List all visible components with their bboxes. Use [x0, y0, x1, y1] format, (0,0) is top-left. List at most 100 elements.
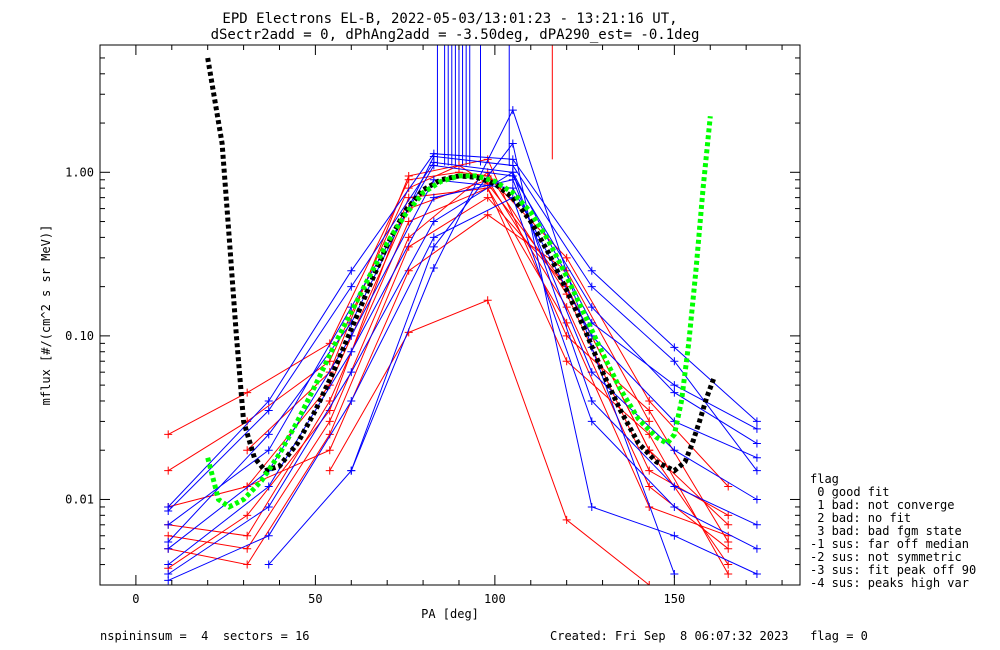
data-point-marker: [164, 466, 173, 475]
data-point-marker: [243, 511, 252, 520]
data-point-marker: [264, 502, 273, 511]
data-point-marker: [645, 406, 654, 415]
legend-entry: 2 bad: no fit: [810, 511, 911, 525]
series-line: [168, 196, 729, 566]
data-point-marker: [347, 368, 356, 377]
data-point-marker: [429, 263, 438, 272]
series-line: [167, 179, 758, 565]
data-point-marker: [347, 282, 356, 291]
data-point-marker: [325, 446, 334, 455]
x-tick-label: 0: [132, 592, 139, 606]
legend-entry: -4 sus: peaks high var: [810, 576, 969, 590]
data-point-marker: [347, 396, 356, 405]
y-tick-label: 0.10: [65, 329, 94, 343]
flag-legend: flag 0 good fit 1 bad: not converge 2 ba…: [810, 472, 976, 590]
legend-entry: 3 bad: bad fgm state: [810, 524, 962, 538]
chart-subtitle: dSectr2add = 0, dPhAng2add = -3.50deg, d…: [211, 27, 700, 43]
data-point-marker: [670, 446, 679, 455]
y-axis-label: mflux [#/(cm^2 s sr MeV)]: [39, 225, 53, 406]
x-axis-label: PA [deg]: [421, 607, 479, 621]
data-point-marker: [325, 339, 334, 348]
series-line: [167, 187, 729, 575]
data-point-marker: [243, 560, 252, 569]
data-point-marker: [752, 495, 761, 504]
plot-frame: [99, 44, 801, 586]
data-point-marker: [752, 417, 761, 426]
data-point-marker: [587, 417, 596, 426]
data-point-marker: [404, 184, 413, 193]
data-series-layer: [164, 45, 761, 585]
data-point-marker: [243, 388, 252, 397]
data-point-marker: [670, 531, 679, 540]
data-point-marker: [670, 343, 679, 352]
data-point-marker: [752, 544, 761, 553]
data-point-marker: [587, 396, 596, 405]
data-point-marker: [264, 482, 273, 491]
series-line: [167, 179, 758, 550]
data-point-marker: [325, 396, 334, 405]
series-line: [168, 179, 729, 550]
data-point-marker: [645, 581, 654, 585]
data-point-marker: [752, 453, 761, 462]
data-point-marker: [264, 430, 273, 439]
data-point-marker: [325, 466, 334, 475]
data-point-marker: [670, 482, 679, 491]
data-point-marker: [264, 531, 273, 540]
data-point-marker: [164, 560, 173, 569]
data-point-marker: [562, 253, 571, 262]
data-point-marker: [264, 406, 273, 415]
series-line: [167, 196, 758, 581]
data-point-marker: [164, 544, 173, 553]
data-point-marker: [164, 576, 173, 585]
x-tick-label: 50: [308, 592, 322, 606]
data-point-marker: [429, 158, 438, 167]
data-point-marker: [483, 210, 492, 219]
fit-curve-green: [205, 116, 713, 510]
series-line: [167, 171, 758, 575]
series-line: [167, 155, 758, 543]
data-point-marker: [508, 139, 517, 148]
data-point-marker: [164, 507, 173, 516]
data-point-marker: [724, 537, 733, 546]
data-point-marker: [325, 417, 334, 426]
series-line: [167, 164, 729, 526]
data-point-marker: [562, 318, 571, 327]
data-point-marker: [483, 296, 492, 305]
data-point-marker: [752, 466, 761, 475]
series-line: [350, 142, 758, 575]
x-tick-label: 100: [484, 592, 506, 606]
data-point-marker: [243, 531, 252, 540]
footer-created-info: Created: Fri Sep 8 06:07:32 2023 flag = …: [550, 629, 868, 643]
legend-entry: -2 sus: not symmetric: [810, 550, 962, 564]
data-point-marker: [429, 242, 438, 251]
series-line: [246, 214, 650, 487]
data-point-marker: [508, 106, 517, 115]
data-point-marker: [724, 544, 733, 553]
fit-curves-layer: [205, 57, 717, 510]
data-point-marker: [587, 303, 596, 312]
data-point-marker: [243, 482, 252, 491]
data-point-marker: [645, 417, 654, 426]
y-tick-label: 0.01: [65, 492, 94, 506]
data-point-marker: [724, 520, 733, 529]
data-point-marker: [264, 446, 273, 455]
data-point-marker: [429, 193, 438, 202]
data-point-marker: [508, 161, 517, 170]
legend-entry: -3 sus: fit peak off 90: [810, 563, 976, 577]
data-point-marker: [264, 396, 273, 405]
data-point-marker: [724, 570, 733, 579]
data-point-marker: [587, 368, 596, 377]
data-point-marker: [670, 357, 679, 366]
data-point-marker: [164, 537, 173, 546]
data-point-marker: [164, 520, 173, 529]
footer-spin-info: nspininsum = 4 sectors = 16: [100, 629, 310, 643]
data-point-marker: [429, 233, 438, 242]
data-point-marker: [562, 357, 571, 366]
data-point-marker: [404, 171, 413, 180]
data-point-marker: [670, 381, 679, 390]
data-point-marker: [752, 570, 761, 579]
axes-layer: 0 50 100 150 0.01 0.10 1.00: [65, 44, 800, 606]
y-tick-label: 1.00: [65, 165, 94, 179]
data-point-marker: [752, 424, 761, 433]
